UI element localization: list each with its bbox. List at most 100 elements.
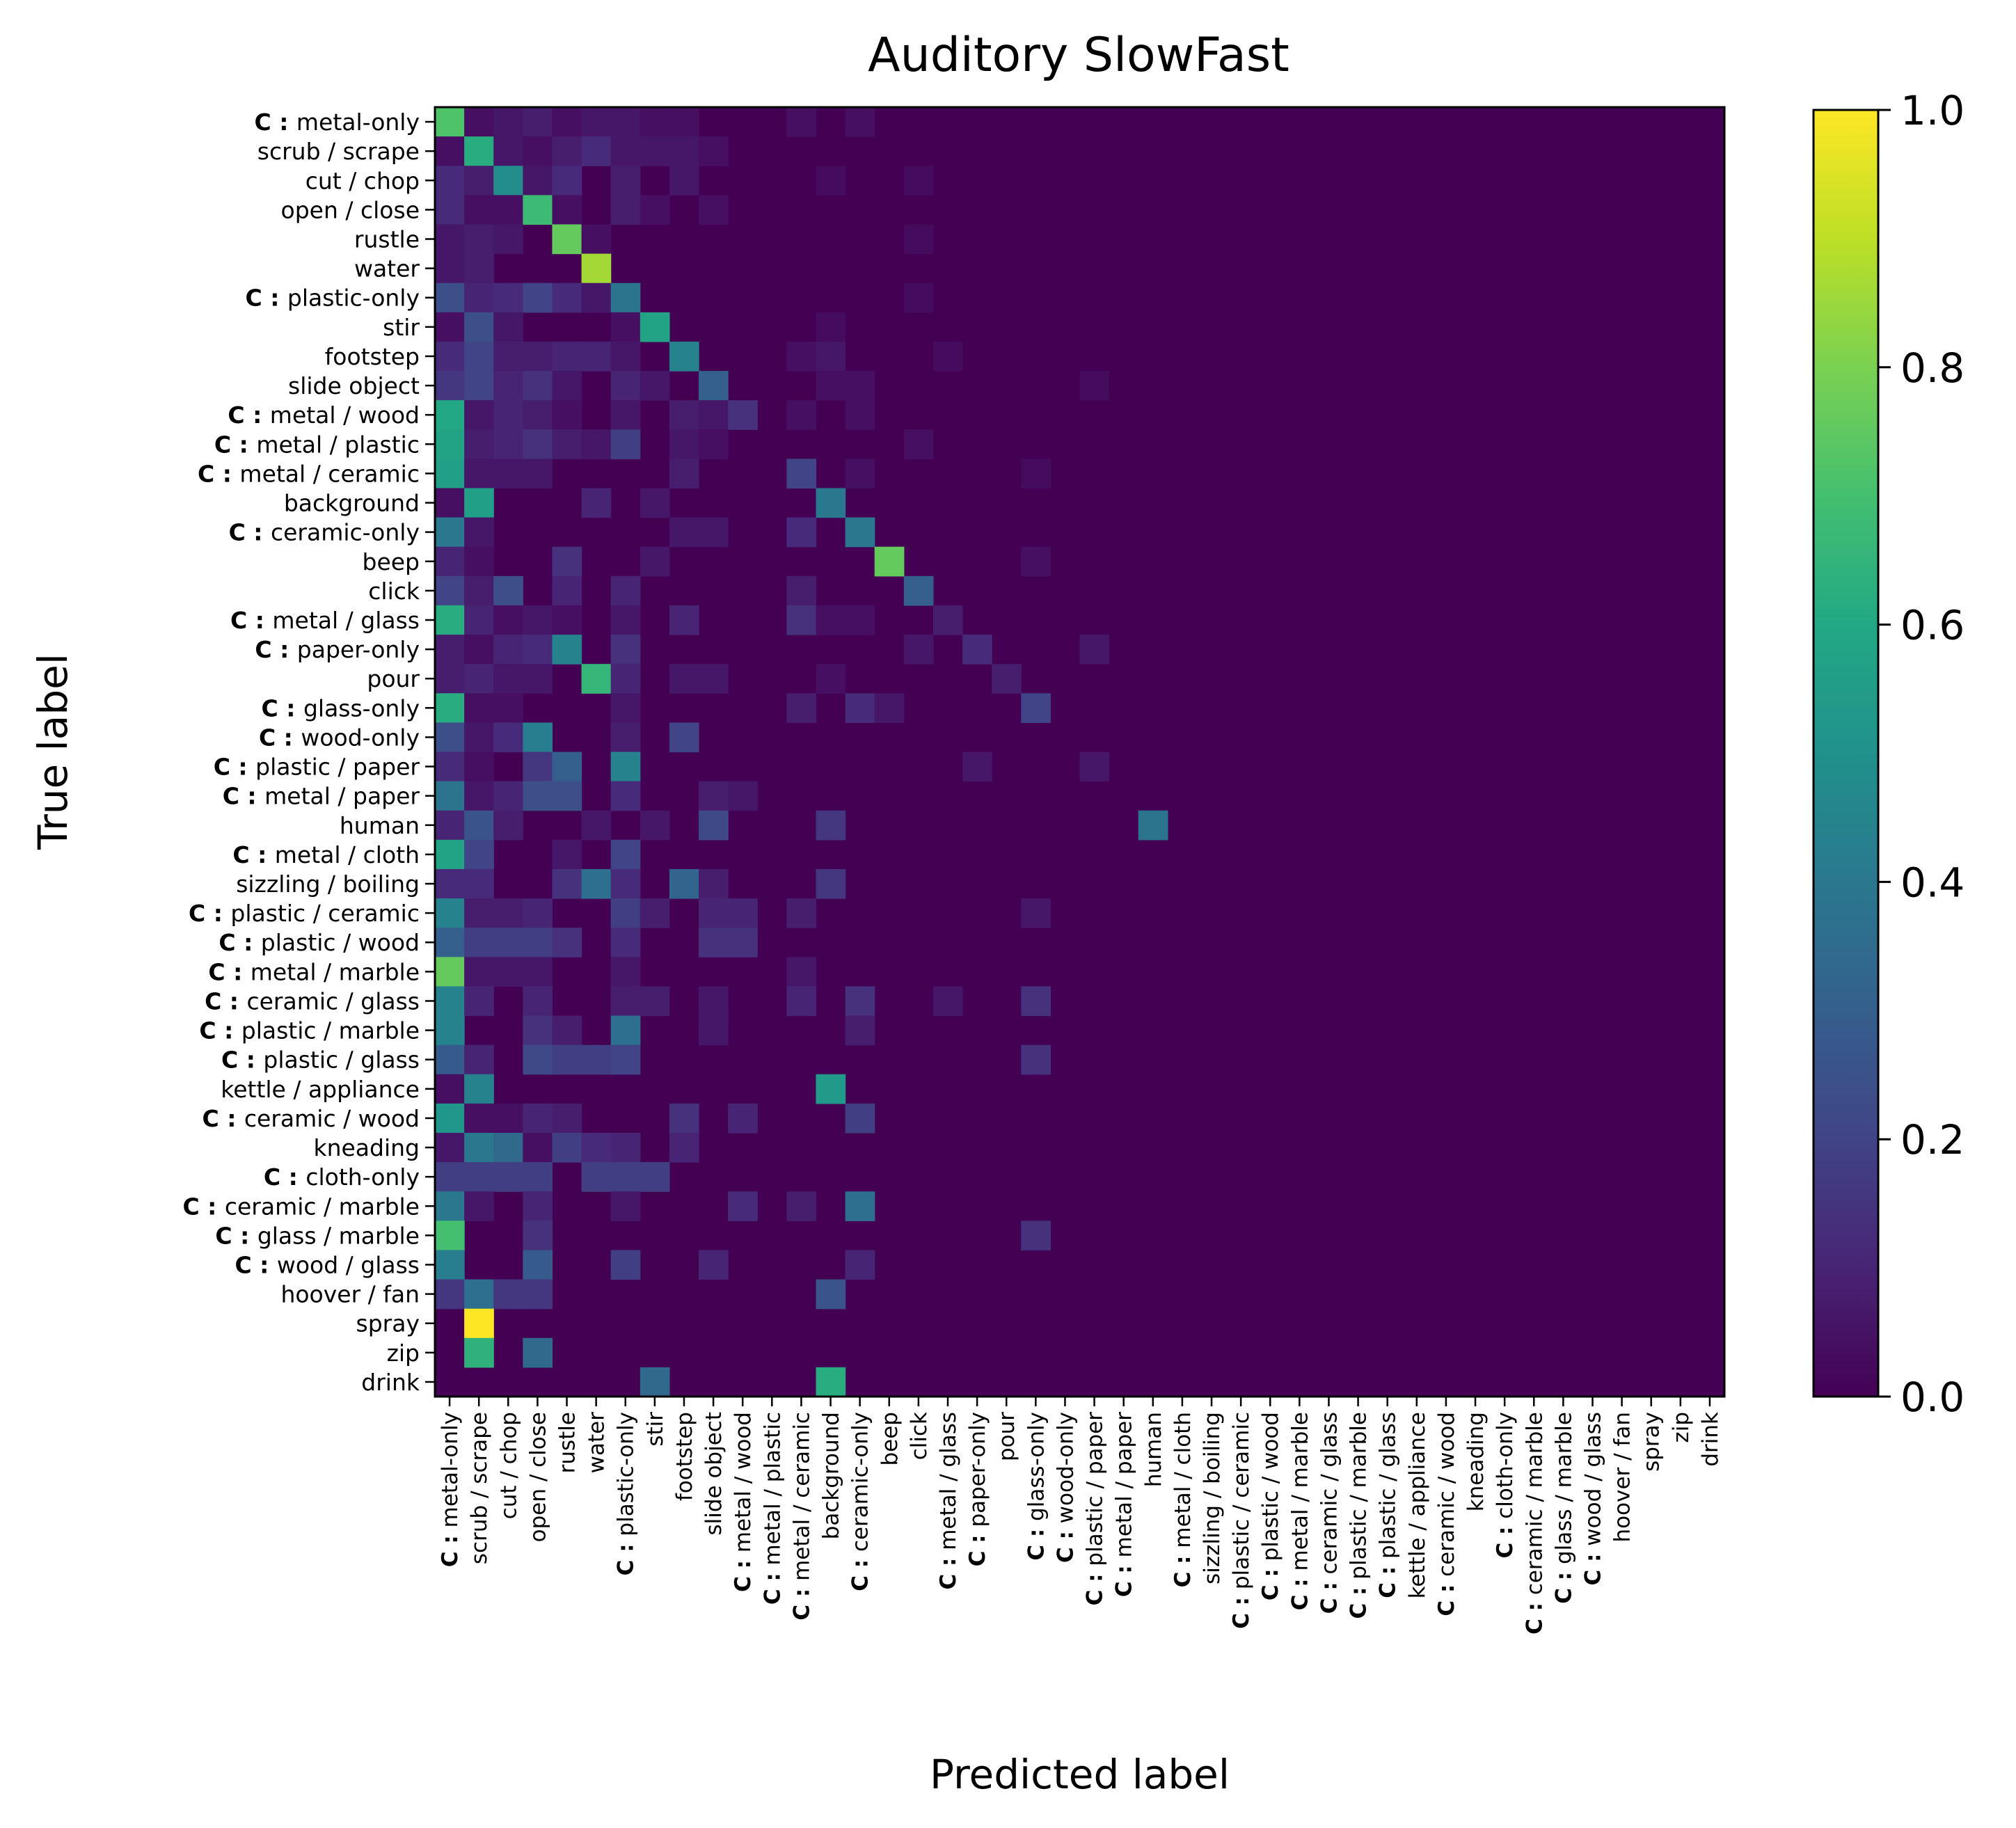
heatmap-cell — [464, 195, 494, 225]
heatmap-cell — [523, 986, 553, 1017]
heatmap-cell — [640, 312, 670, 342]
heatmap-cell — [435, 1162, 465, 1192]
heatmap-cell — [845, 1103, 875, 1134]
heatmap-cell — [786, 1191, 817, 1221]
colorbar-frame — [1812, 109, 1880, 1398]
heatmap-cell — [435, 312, 465, 342]
heatmap-cell — [493, 1279, 523, 1310]
heatmap-cell — [845, 1250, 875, 1280]
heatmap-cell — [523, 107, 553, 137]
heatmap-cell — [1138, 810, 1168, 841]
heatmap-cell — [464, 635, 494, 665]
heatmap-cell — [640, 195, 670, 225]
heatmap-cell — [435, 341, 465, 372]
y-tick-label: beep — [363, 548, 420, 575]
x-tick-label: open / close — [525, 1412, 550, 1542]
heatmap-cell — [669, 517, 699, 548]
y-tick-label: scrub / scrape — [257, 138, 420, 165]
heatmap-cell — [845, 517, 875, 548]
x-axis-ticks: C : metal-only scrub / scrape cut / chop op… — [438, 1397, 1723, 1635]
y-tick-label: C : metal / ceramic — [198, 460, 420, 487]
heatmap-cell — [435, 371, 465, 401]
heatmap-cell — [464, 459, 494, 489]
heatmap-cell — [464, 1132, 494, 1163]
heatmap-cell — [699, 429, 729, 459]
y-tick-label: water — [354, 255, 420, 283]
heatmap-cell — [552, 605, 582, 635]
heatmap-cell — [464, 429, 494, 459]
heatmap-cell — [903, 166, 934, 196]
colorbar-tick-label: 0.8 — [1900, 344, 1965, 392]
heatmap-cell — [610, 1044, 641, 1075]
heatmap-cell — [610, 722, 641, 753]
heatmap-cell — [669, 605, 699, 635]
x-tick-label: C : glass-only — [1024, 1412, 1049, 1561]
heatmap-cell — [669, 1132, 699, 1163]
heatmap-cell — [669, 459, 699, 489]
x-tick-label: C : metal / ceramic — [789, 1412, 814, 1621]
x-tick-label: C : plastic / marble — [1347, 1412, 1372, 1619]
x-tick-label: click — [907, 1412, 932, 1460]
heatmap-cell — [610, 1132, 641, 1163]
heatmap-cell — [435, 722, 465, 753]
y-tick-label: slide object — [288, 372, 420, 399]
heatmap-cell — [464, 1279, 494, 1310]
heatmap-cell — [816, 312, 846, 342]
heatmap-cell — [932, 341, 963, 372]
heatmap-cell — [728, 781, 758, 811]
heatmap-cell — [464, 928, 494, 957]
y-tick-label: C : glass / marble — [215, 1222, 420, 1249]
heatmap-cell — [816, 664, 846, 694]
heatmap-cell — [816, 1074, 846, 1104]
x-tick-label: C : plastic-only — [614, 1412, 639, 1575]
heatmap-cell — [523, 1191, 553, 1221]
heatmap-cell — [435, 957, 465, 987]
heatmap-cell — [816, 1367, 846, 1397]
y-tick-label: kneading — [313, 1134, 420, 1161]
y-tick-label: hoover / fan — [280, 1281, 420, 1308]
heatmap-cell — [493, 429, 523, 459]
heatmap-cell — [523, 429, 553, 459]
x-tick-label: hoover / fan — [1610, 1412, 1635, 1542]
heatmap-cell — [699, 1250, 729, 1280]
heatmap-cell — [610, 986, 641, 1017]
heatmap-cell — [435, 575, 465, 606]
heatmap-cell — [493, 1162, 523, 1192]
heatmap-cell — [464, 781, 494, 811]
heatmap-cell — [581, 1132, 612, 1163]
colorbar-tick-label: 0.4 — [1900, 859, 1965, 906]
x-tick-label: cut / chop — [496, 1412, 521, 1519]
plot-frame — [434, 106, 1726, 1398]
heatmap-cell — [435, 1279, 465, 1310]
heatmap-cell — [610, 371, 641, 401]
heatmap-cell — [1021, 1221, 1051, 1251]
y-tick-label: spray — [356, 1310, 420, 1337]
heatmap-cell — [552, 575, 582, 606]
heatmap-cell — [1021, 693, 1051, 723]
heatmap-cell — [435, 986, 465, 1017]
heatmap-cell — [435, 1103, 465, 1134]
heatmap-cell — [523, 664, 553, 694]
x-tick-label: C : metal / paper — [1112, 1412, 1137, 1597]
heatmap-cell — [523, 957, 553, 987]
x-tick-label: C : glass / marble — [1551, 1412, 1576, 1604]
y-tick-label: C : cloth-only — [264, 1163, 420, 1191]
heatmap-cell — [464, 868, 494, 899]
heatmap-cell — [464, 605, 494, 635]
colorbar-tick-label: 0.0 — [1900, 1374, 1965, 1421]
heatmap — [434, 106, 1726, 1398]
heatmap-cell — [903, 635, 934, 665]
x-tick-label: C : metal / cloth — [1170, 1412, 1196, 1587]
heatmap-cell — [435, 224, 465, 255]
heatmap-cell — [610, 283, 641, 313]
heatmap-cell — [493, 928, 523, 957]
x-tick-label: C : metal-only — [438, 1412, 463, 1567]
heatmap-cell — [523, 1279, 553, 1310]
heatmap-cell — [464, 224, 494, 255]
heatmap-cell — [610, 605, 641, 635]
heatmap-cell — [669, 429, 699, 459]
heatmap-cell — [610, 1162, 641, 1192]
heatmap-cell — [523, 166, 553, 196]
heatmap-cell — [610, 312, 641, 342]
heatmap-cell — [610, 1015, 641, 1046]
